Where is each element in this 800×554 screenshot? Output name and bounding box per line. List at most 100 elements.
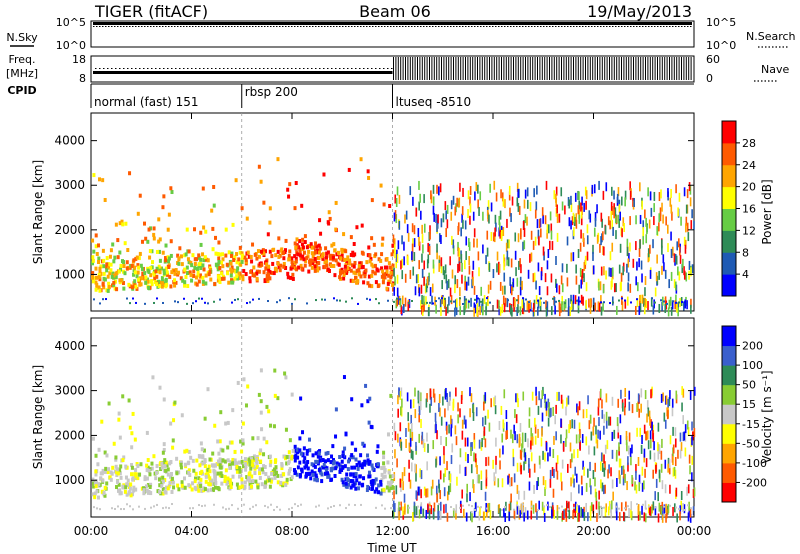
echo-cell: [585, 190, 588, 200]
ground-scatter-cell: [660, 299, 662, 302]
nsearch-dot: [126, 26, 128, 27]
echo-cell: [107, 284, 111, 289]
nsearch-dot: [465, 26, 467, 27]
ground-scatter-cell: [522, 503, 524, 506]
ground-scatter-cell: [318, 504, 320, 507]
ground-scatter-cell: [267, 300, 269, 303]
echo-cell: [276, 473, 280, 478]
echo-cell: [528, 407, 531, 417]
echo-cell: [639, 294, 641, 304]
nsearch-dot: [435, 26, 437, 27]
echo-cell: [650, 297, 653, 307]
nave-dot: [387, 68, 389, 69]
echo-cell: [418, 413, 421, 423]
echo-cell: [208, 469, 212, 474]
echo-cell: [347, 459, 351, 464]
echo-cell: [598, 501, 600, 511]
echo-cell: [565, 508, 567, 518]
echo-cell: [287, 194, 291, 199]
echo-cell: [506, 239, 509, 249]
echo-cell: [584, 186, 587, 196]
nave-dot: [115, 68, 117, 69]
echo-cell: [142, 488, 146, 493]
echo-cell: [345, 477, 349, 482]
echo-cell: [242, 486, 246, 491]
echo-cell: [568, 510, 571, 520]
echo-cell: [665, 503, 667, 513]
echo-cell: [443, 504, 445, 514]
echo-cell: [628, 508, 630, 518]
echo-cell: [683, 270, 686, 280]
echo-cell: [333, 473, 337, 478]
echo-cell: [454, 307, 456, 317]
echo-cell: [487, 409, 489, 419]
echo-cell: [574, 192, 577, 202]
echo-cell: [293, 454, 297, 459]
echo-cell: [203, 416, 207, 421]
echo-cell: [396, 253, 399, 263]
echo-cell: [679, 511, 681, 521]
ground-scatter-cell: [567, 508, 569, 511]
echo-cell: [582, 233, 585, 243]
echo-cell: [124, 475, 128, 480]
echo-cell: [448, 471, 451, 481]
echo-cell: [655, 478, 658, 488]
echo-cell: [627, 258, 630, 268]
echo-cell: [663, 262, 665, 272]
echo-cell: [200, 461, 204, 466]
nsearch-dot: [300, 26, 302, 27]
echo-cell: [530, 252, 533, 262]
echo-cell: [599, 388, 602, 398]
ground-scatter-cell: [300, 503, 302, 506]
echo-cell: [265, 404, 269, 409]
echo-cell: [257, 392, 261, 397]
ground-scatter-cell: [336, 299, 338, 302]
echo-cell: [222, 276, 226, 281]
echo-cell: [626, 442, 628, 452]
echo-cell: [499, 281, 502, 291]
echo-cell: [247, 476, 251, 481]
echo-cell: [420, 418, 422, 428]
echo-cell: [295, 472, 299, 477]
echo-cell: [397, 408, 399, 418]
echo-cell: [105, 265, 109, 270]
echo-cell: [130, 431, 134, 436]
echo-cell: [108, 475, 112, 480]
echo-cell: [97, 482, 101, 487]
echo-cell: [276, 249, 280, 254]
echo-cell: [435, 458, 437, 468]
echo-cell: [277, 254, 281, 259]
echo-cell: [583, 237, 585, 247]
echo-cell: [398, 387, 400, 397]
echo-cell: [609, 416, 612, 426]
echo-cell: [253, 273, 257, 278]
echo-cell: [326, 220, 330, 225]
echo-cell: [472, 411, 475, 421]
echo-cell: [418, 509, 421, 519]
echo-cell: [335, 461, 339, 466]
echo-cell: [540, 228, 542, 238]
echo-cell: [229, 481, 233, 486]
echo-cell: [133, 437, 137, 442]
echo-cell: [396, 274, 399, 284]
echo-cell: [394, 503, 396, 513]
echo-cell: [162, 447, 166, 452]
echo-cell: [201, 252, 205, 257]
echo-cell: [287, 257, 291, 262]
echo-cell: [349, 485, 353, 490]
echo-cell: [383, 265, 387, 270]
echo-cell: [582, 508, 584, 518]
echo-cell: [405, 428, 407, 438]
echo-cell: [145, 277, 149, 282]
ground-scatter-cell: [267, 506, 269, 509]
nave-dot: [139, 68, 141, 69]
echo-cell: [137, 256, 141, 261]
ground-scatter-cell: [207, 302, 209, 305]
echo-cell: [516, 393, 519, 403]
echo-cell: [158, 237, 162, 242]
echo-cell: [541, 390, 544, 400]
ground-scatter-cell: [129, 505, 131, 508]
nave-dot: [191, 68, 193, 69]
echo-cell: [229, 261, 233, 266]
echo-cell: [538, 500, 540, 510]
